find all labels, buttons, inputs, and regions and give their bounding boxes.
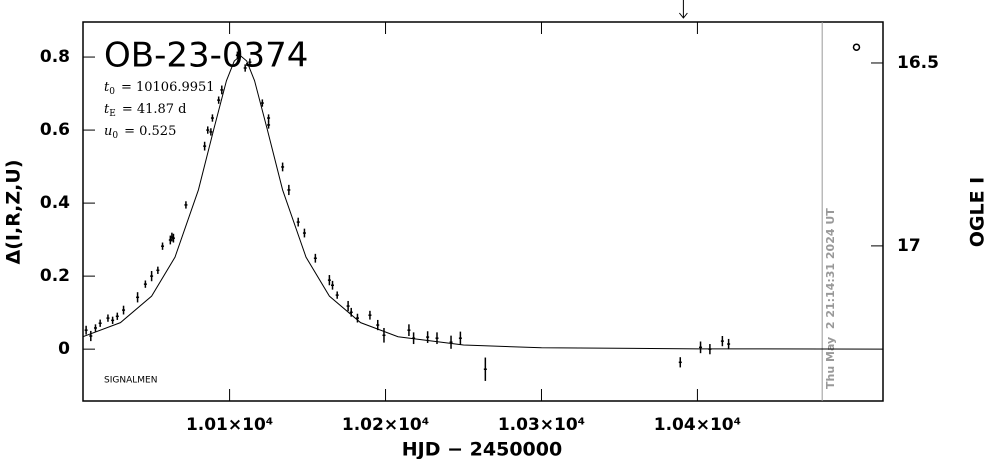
y-tick-label: 0.4 [40, 193, 70, 213]
parameter-label: t0 = 10106.9951 [104, 80, 215, 97]
x-tick-label: 1.03×10⁴ [498, 415, 585, 435]
parameter-symbol: t [104, 102, 110, 117]
parameter-subscript: 0 [109, 87, 115, 97]
y-axis-label: Δ(I,R,Z,U) [3, 160, 25, 265]
y2-tick-label: 17 [897, 236, 921, 256]
parameter-label: tE = 41.87 d [104, 102, 187, 119]
parameter-symbol: t [104, 80, 110, 95]
x-axis-label: HJD − 2450000 [402, 439, 562, 459]
chart-title: OB-23-0374 [104, 36, 308, 76]
footer-label: SIGNALMEN [104, 376, 157, 386]
parameter-subscript: E [109, 109, 116, 119]
y2-axis-label: OGLE I [967, 177, 986, 248]
parameter-label: u0 = 0.525 [104, 124, 176, 141]
x-tick-label: 1.04×10⁴ [654, 415, 741, 435]
y2-tick-label: 16.5 [897, 53, 939, 73]
parameter-symbol: u [104, 124, 112, 139]
parameter-text: = 0.525 [124, 124, 176, 139]
x-tick-label: 1.01×10⁴ [186, 415, 273, 435]
y-tick-label: 0.8 [40, 47, 70, 67]
timestamp-label: Thu May 2 21:14:31 2024 UT [824, 208, 837, 389]
parameter-text: = 41.87 d [122, 102, 187, 117]
x-tick-label: 1.02×10⁴ [342, 415, 429, 435]
model-line [82, 55, 884, 350]
parameter-subscript: 0 [112, 131, 118, 141]
y-tick-label: 0.6 [40, 120, 70, 140]
y-tick-label: 0.2 [40, 266, 70, 286]
arrow [678, 0, 688, 19]
y-tick-label: 0 [58, 339, 70, 359]
marker [852, 43, 861, 51]
plot-frame [82, 21, 884, 402]
parameter-text: = 10106.9951 [121, 80, 215, 95]
